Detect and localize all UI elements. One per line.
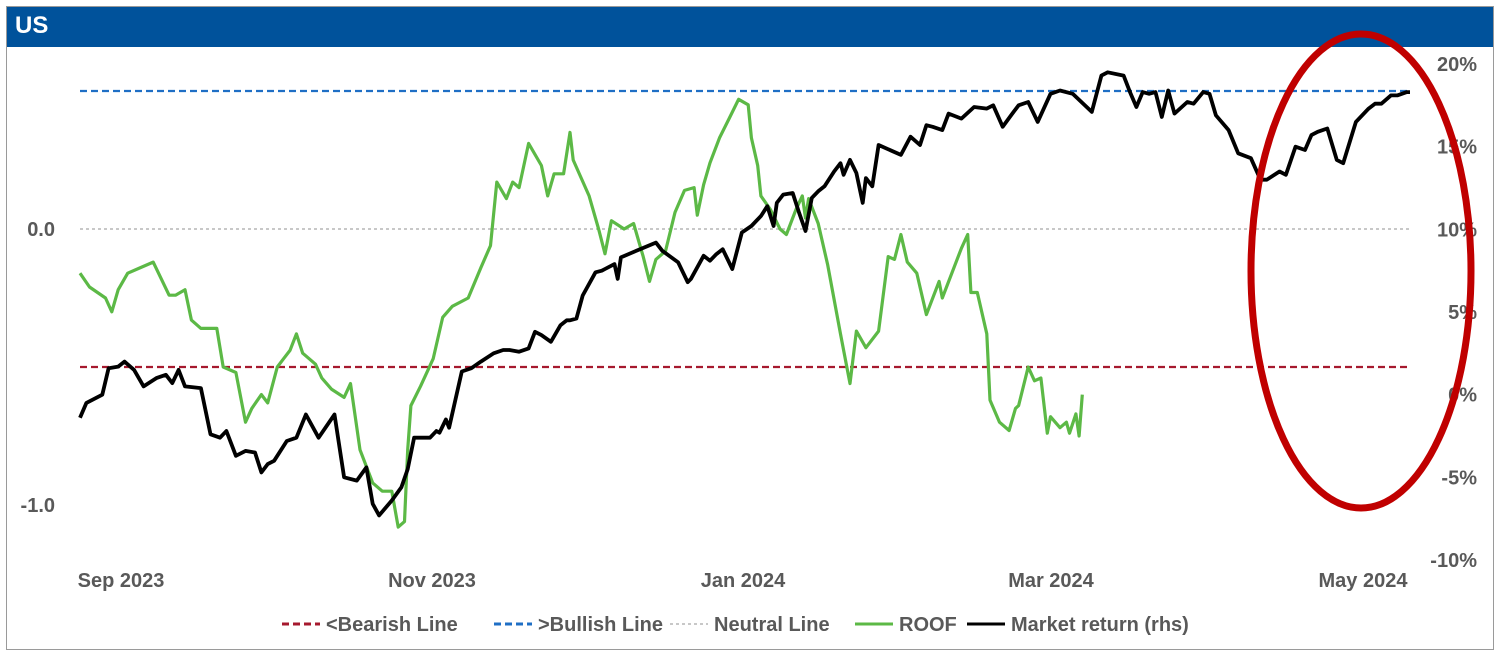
- y-right-tick-label: -5%: [1441, 467, 1477, 489]
- title-bar: US: [7, 7, 1493, 47]
- y-left-tick-label: -1.0: [21, 495, 55, 517]
- chart-title: US: [15, 12, 49, 39]
- legend-label: >Bullish Line: [538, 614, 663, 636]
- y-right-tick-label: -10%: [1430, 550, 1477, 572]
- x-tick-label: Sep 2023: [78, 570, 165, 592]
- x-tick-label: May 2024: [1319, 570, 1409, 592]
- y-right-tick-label: 20%: [1437, 54, 1477, 76]
- x-tick-label: Jan 2024: [701, 570, 786, 592]
- legend-label: ROOF: [899, 614, 957, 636]
- legend-label: Neutral Line: [714, 614, 830, 636]
- series-line-roof: [78, 97, 1084, 529]
- series-line-market-return: [78, 70, 1410, 518]
- legend-label: Market return (rhs): [1011, 614, 1189, 636]
- x-tick-label: Mar 2024: [1008, 570, 1094, 592]
- x-tick-label: Nov 2023: [388, 570, 476, 592]
- legend-label: <Bearish Line: [326, 614, 458, 636]
- y-left-tick-label: 0.0: [27, 219, 55, 241]
- highlight-ellipse: [1247, 30, 1475, 512]
